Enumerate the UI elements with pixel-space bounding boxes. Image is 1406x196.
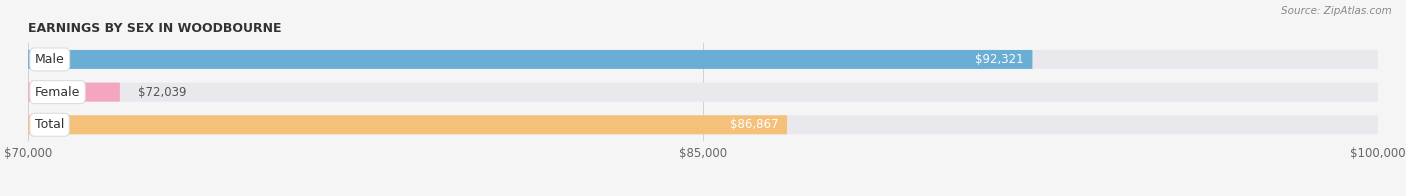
FancyBboxPatch shape bbox=[28, 115, 1378, 134]
Text: Total: Total bbox=[35, 118, 65, 131]
Text: $92,321: $92,321 bbox=[974, 53, 1024, 66]
FancyBboxPatch shape bbox=[28, 50, 1032, 69]
Text: $86,867: $86,867 bbox=[730, 118, 778, 131]
FancyBboxPatch shape bbox=[28, 83, 1378, 102]
Text: Source: ZipAtlas.com: Source: ZipAtlas.com bbox=[1281, 6, 1392, 16]
Text: Female: Female bbox=[35, 86, 80, 99]
FancyBboxPatch shape bbox=[28, 50, 1378, 69]
Text: $72,039: $72,039 bbox=[138, 86, 187, 99]
Text: Male: Male bbox=[35, 53, 65, 66]
FancyBboxPatch shape bbox=[28, 115, 787, 134]
Text: EARNINGS BY SEX IN WOODBOURNE: EARNINGS BY SEX IN WOODBOURNE bbox=[28, 22, 281, 35]
FancyBboxPatch shape bbox=[28, 83, 120, 102]
